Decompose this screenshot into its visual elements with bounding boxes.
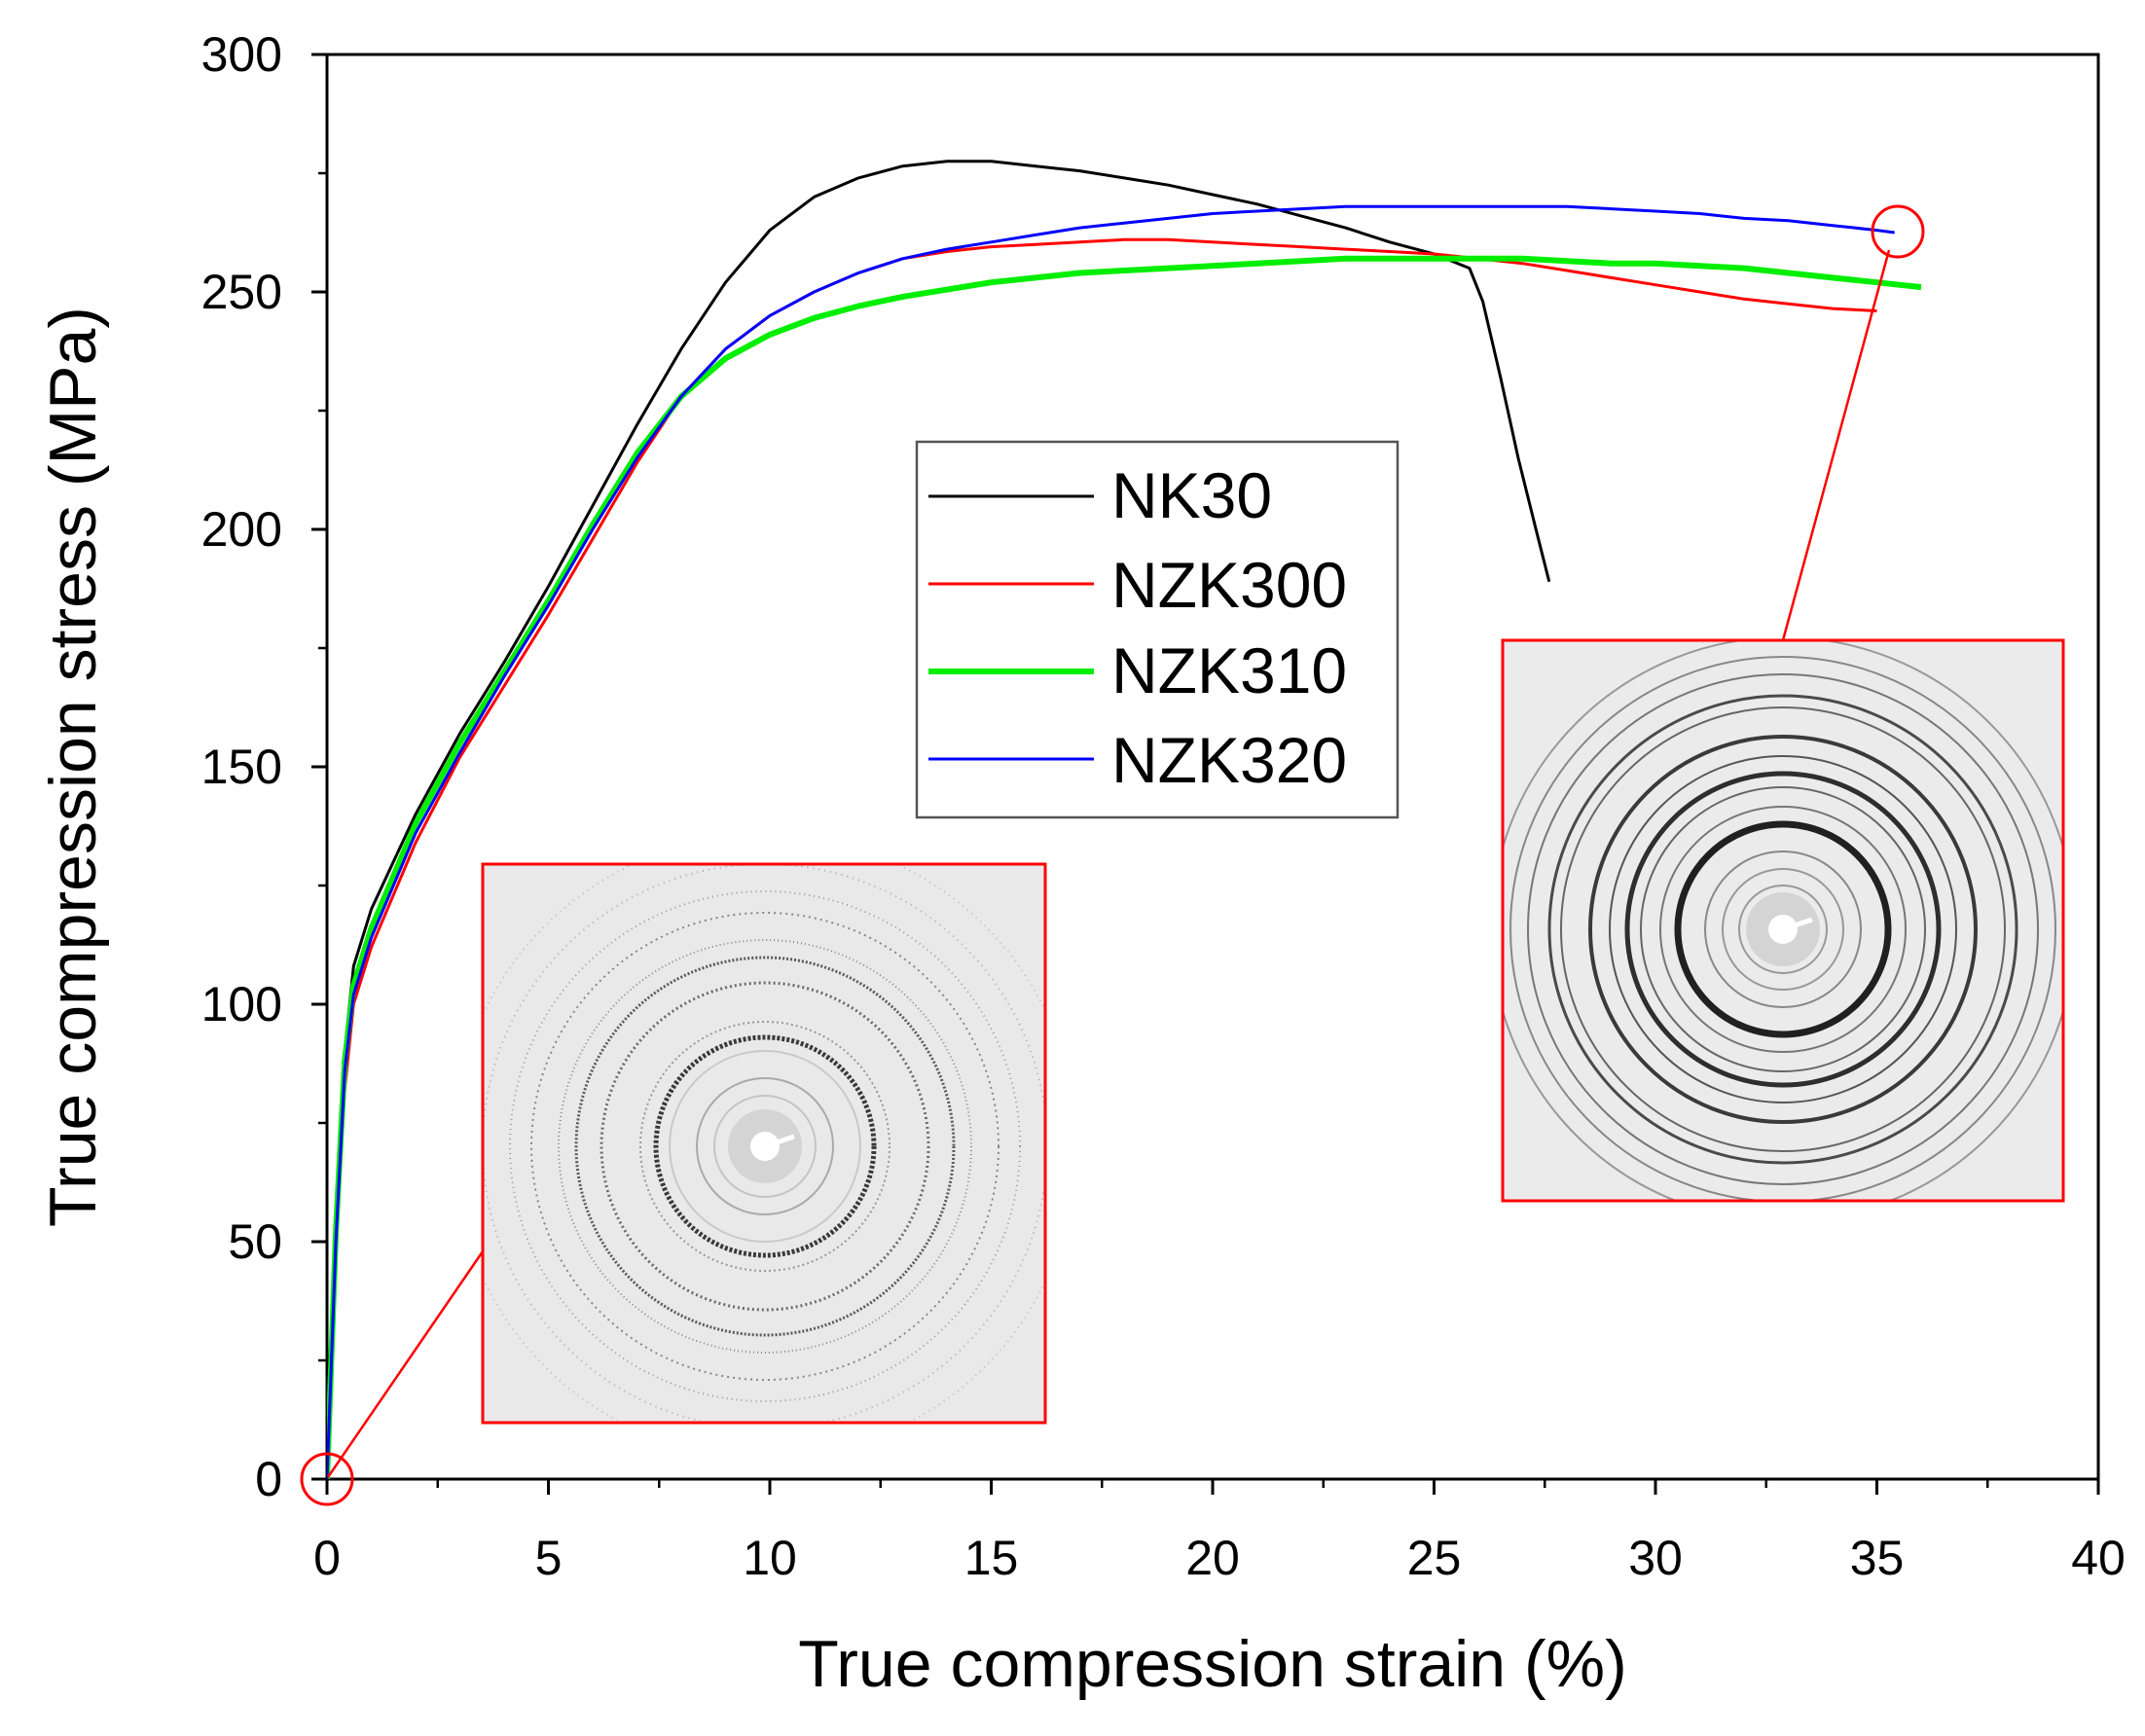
x-tick-label: 25 (1407, 1531, 1462, 1585)
x-tick-label: 10 (743, 1531, 797, 1585)
y-tick-label: 150 (201, 740, 282, 794)
legend: NK30 NZK300 NZK310 NZK320 (915, 440, 1400, 819)
x-axis-title: True compression strain (%) (798, 1627, 1627, 1701)
diffraction-ring (1509, 656, 2056, 1201)
series-line-nzk320 (327, 204, 1895, 1479)
y-tick-label: 100 (201, 977, 282, 1031)
y-tick-label: 50 (228, 1214, 282, 1269)
diffraction-ring (1547, 694, 2018, 1165)
x-tick-label: 15 (964, 1531, 1019, 1585)
diffraction-ring (530, 912, 1000, 1381)
diffraction-ring (1624, 771, 1942, 1088)
origin-circle-marker (300, 1452, 354, 1506)
x-tick-label: 35 (1850, 1531, 1905, 1585)
inset-diffraction-initial (481, 862, 1047, 1425)
end-circle-marker (1871, 204, 1925, 259)
legend-label-nzk310: NZK310 (1111, 634, 1347, 706)
diffraction-ring (1560, 706, 2006, 1152)
x-tick-label: 5 (535, 1531, 563, 1585)
diffraction-ring (558, 939, 972, 1354)
series-line-nzk300 (327, 237, 1877, 1479)
connector-origin-to-inset (326, 1250, 485, 1478)
x-tick-label: 20 (1185, 1531, 1240, 1585)
y-tick-label: 0 (255, 1452, 282, 1506)
diffraction-ring (713, 1095, 817, 1198)
diffraction-ring (653, 1034, 877, 1258)
diffraction-rings-initial (483, 864, 1045, 1423)
diffraction-ring (1674, 820, 1892, 1038)
diffraction-ring (696, 1077, 834, 1215)
x-tick-labels: 0 5 10 15 20 25 30 35 40 (313, 1531, 2126, 1585)
inset-diffraction-final (1501, 638, 2065, 1203)
x-tick-label: 0 (313, 1531, 341, 1585)
y-tick-label: 300 (201, 27, 282, 82)
series-line-nzk310 (327, 255, 1922, 1479)
diffraction-ring (1640, 786, 1926, 1072)
diffraction-ring (509, 890, 1021, 1402)
diffraction-ring (1722, 868, 1844, 991)
y-axis-title: True compression stress (MPa) (36, 307, 110, 1227)
legend-label-nzk300: NZK300 (1111, 549, 1347, 621)
beam-stop (764, 1134, 795, 1149)
diffraction-ring (1704, 850, 1862, 1008)
diffraction-ring (1738, 885, 1828, 974)
diffraction-ring (1588, 735, 1978, 1124)
legend-box (915, 440, 1400, 819)
x-tick-label: 40 (2071, 1531, 2126, 1585)
beam-stop (1782, 917, 1813, 932)
y-tick-label: 250 (201, 265, 282, 319)
diffraction-ring (1659, 806, 1907, 1053)
diffraction-ring (1527, 673, 2039, 1185)
legend-label-nk30: NK30 (1111, 459, 1272, 531)
diffraction-ring (669, 1050, 861, 1243)
connector-end-to-inset (1781, 249, 1891, 641)
diffraction-ring (574, 956, 956, 1337)
diffraction-ring (600, 981, 930, 1312)
diffraction-rings-final (1503, 640, 2063, 1201)
y-tick-labels: 0 50 100 150 200 250 300 (201, 27, 282, 1506)
y-tick-label: 200 (201, 502, 282, 557)
legend-label-nzk320: NZK320 (1111, 724, 1347, 796)
diffraction-ring (1609, 755, 1957, 1103)
axis-ticks (311, 53, 2100, 1495)
diffraction-ring (639, 1021, 891, 1272)
series-layer (327, 160, 1922, 1479)
x-tick-label: 30 (1628, 1531, 1683, 1585)
